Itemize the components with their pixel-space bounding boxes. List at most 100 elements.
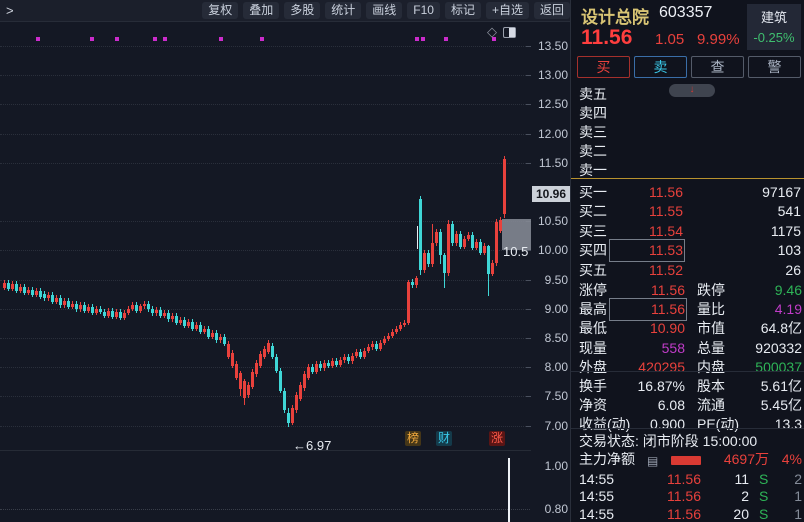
candle-body [267, 342, 270, 353]
action-button-查[interactable]: 查 [691, 56, 744, 78]
candle-body [7, 283, 10, 289]
candle-wick [468, 232, 469, 242]
event-marker-dot[interactable] [163, 37, 167, 41]
toolbar-button-统计[interactable]: 统计 [325, 2, 362, 19]
candle-wick [124, 309, 125, 320]
toolbar-button-画线[interactable]: 画线 [366, 2, 403, 19]
stat-value: 11.56 [651, 282, 685, 298]
event-marker-dot[interactable] [260, 37, 264, 41]
axis-tick [526, 162, 531, 164]
event-marker-dot[interactable] [153, 37, 157, 41]
candle-body [379, 342, 382, 349]
candle-body [87, 307, 90, 311]
sector-badge[interactable]: 建筑 -0.25% [747, 4, 801, 50]
collapse-chevron-icon[interactable]: > [6, 3, 14, 18]
price-drag-handle[interactable] [502, 219, 531, 250]
chart-tab-财[interactable]: 财 [436, 431, 452, 446]
event-marker-dot[interactable] [421, 37, 425, 41]
candle-body [159, 309, 162, 316]
sell-level-row[interactable]: 卖四 [571, 104, 804, 123]
candle-wick [180, 316, 181, 326]
event-marker-dot[interactable] [444, 37, 448, 41]
stat-label: 市值 [697, 320, 725, 337]
candle-body [211, 333, 214, 337]
candle-body [407, 281, 410, 323]
buy-level-row[interactable]: 买五 11.52 26 [571, 261, 804, 280]
panel-layout-icon[interactable] [503, 26, 516, 38]
candle-body [255, 362, 258, 375]
stat-row: 现量 558 总量 920332 [571, 339, 804, 358]
sell-level-row[interactable]: 卖三 [571, 123, 804, 142]
candle-body [207, 328, 210, 337]
stat-label: 内盘 [697, 358, 725, 375]
candle-body [171, 316, 174, 320]
scroll-down-arrow-icon[interactable]: ↓ [669, 84, 715, 97]
candle-wick [132, 302, 133, 312]
main-flow-value: 4697万 [723, 451, 769, 467]
stat-value: 420295 [638, 358, 685, 375]
stat-value: 0.900 [649, 415, 685, 432]
gridline [0, 425, 530, 427]
toolbar-button-+自选[interactable]: +自选 [485, 2, 529, 19]
tick-volume: 11 [734, 471, 749, 487]
event-marker-dot[interactable] [36, 37, 40, 41]
sell-level-row[interactable]: 卖五 [571, 85, 804, 104]
event-marker-dot[interactable] [115, 37, 119, 41]
toolbar-button-复权[interactable]: 复权 [202, 2, 239, 19]
candle-wick [268, 339, 269, 355]
stat-label: 流通 [697, 396, 725, 413]
axis-tick [526, 75, 531, 77]
action-button-买[interactable]: 买 [577, 56, 630, 78]
buy-level-row[interactable]: 买四 11.53 103 [571, 239, 804, 263]
trade-status: 交易状态: 闭市阶段 15:00:00 [579, 433, 758, 449]
event-marker-dot[interactable] [415, 37, 419, 41]
toolbar-button-返回[interactable]: 返回 [533, 2, 570, 19]
stat-row: 最低 10.90 市值 64.8亿 [571, 319, 804, 338]
candle-wick [128, 305, 129, 316]
event-marker-dot[interactable] [492, 37, 496, 41]
candle-body [475, 242, 478, 249]
action-button-警[interactable]: 警 [748, 56, 801, 78]
buy-level-label: 买一 [579, 184, 607, 200]
candle-body [27, 289, 30, 294]
sell-level-label: 卖一 [579, 162, 607, 178]
toolbar-button-标记[interactable]: 标记 [444, 2, 481, 19]
candle-body [103, 311, 106, 316]
candle-body [323, 362, 326, 369]
sell-level-label: 卖二 [579, 143, 607, 159]
buy-level-row[interactable]: 买一 11.56 97167 [571, 183, 804, 202]
candle-body [191, 322, 194, 329]
event-marker-dot[interactable] [90, 37, 94, 41]
chart-tab-涨[interactable]: 涨 [489, 431, 505, 446]
candle-body [443, 255, 446, 273]
list-icon[interactable]: ▤ [647, 454, 659, 468]
action-button-卖[interactable]: 卖 [634, 56, 687, 78]
toolbar-button-F10[interactable]: F10 [407, 2, 440, 19]
sell-level-row[interactable]: 卖二 [571, 142, 804, 161]
candlestick-chart[interactable]: ◇ 13.50 13.00 12.50 12.00 11.50 10.50 10.00 9.5… [0, 22, 570, 522]
toolbar-button-多股[interactable]: 多股 [284, 2, 321, 19]
chart-tab-榜[interactable]: 榜 [405, 431, 421, 446]
stat-value: 13.3 [774, 415, 802, 432]
gridline [0, 104, 530, 106]
candle-body [487, 245, 490, 274]
toolbar-button-叠加[interactable]: 叠加 [243, 2, 280, 19]
buy-level-row[interactable]: 买二 11.55 541 [571, 202, 804, 221]
candle-wick [340, 357, 341, 368]
stat-label: 外盘 [579, 358, 607, 375]
candle-wick [12, 281, 13, 292]
diamond-icon[interactable]: ◇ [487, 24, 497, 39]
low-annotation: ←6.97 [293, 438, 332, 453]
event-marker-dot[interactable] [219, 37, 223, 41]
candle-wick [344, 353, 345, 363]
candle-body [39, 291, 42, 298]
candle-body [319, 363, 322, 369]
buy-level-row[interactable]: 买三 11.54 1175 [571, 222, 804, 241]
sell-level-row[interactable]: 卖一 [571, 161, 804, 180]
candle-body [467, 235, 470, 239]
candle-body [299, 384, 302, 399]
candle-body [459, 234, 462, 247]
stat-value: 500037 [755, 358, 802, 375]
candle-wick [448, 220, 449, 277]
main-flow-bar [671, 456, 701, 465]
